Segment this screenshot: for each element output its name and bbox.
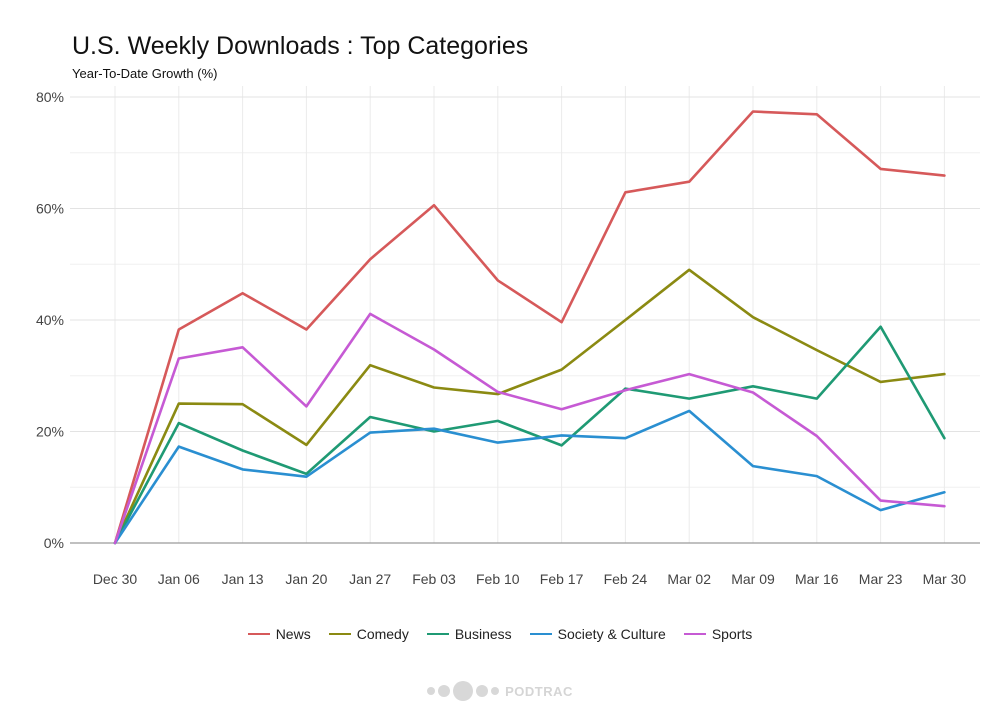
x-tick-label: Mar 02: [667, 571, 711, 587]
x-tick-label: Feb 03: [412, 571, 456, 587]
legend-item: Sports: [683, 626, 753, 642]
x-tick-label: Mar 16: [795, 571, 839, 587]
y-tick-label: 40%: [36, 312, 64, 328]
x-tick-label: Dec 30: [93, 571, 138, 587]
legend-swatch: [683, 633, 706, 635]
logo-dot-icon: [453, 681, 474, 701]
legend-item: Business: [426, 626, 512, 642]
legend-swatch: [247, 633, 270, 635]
chart-title: U.S. Weekly Downloads : Top Categories: [72, 32, 529, 60]
legend-swatch: [328, 633, 351, 635]
legend-label: News: [275, 626, 311, 642]
logo-dot-icon: [438, 685, 451, 697]
series-line-sports: [113, 312, 946, 545]
series-line-business: [113, 325, 946, 545]
series-line-comedy: [113, 268, 946, 545]
chart-legend: News Comedy Business Society & Culture Sport…: [0, 626, 1000, 642]
legend-label: Business: [454, 626, 512, 642]
logo-dot-icon: [427, 687, 436, 695]
y-tick-label: 20%: [36, 424, 64, 440]
x-tick-label: Mar 09: [731, 571, 775, 587]
series-line-news: [113, 110, 946, 545]
legend-swatch: [426, 633, 449, 635]
x-tick-label: Jan 27: [349, 571, 391, 587]
x-tick-label: Mar 23: [859, 571, 903, 587]
chart-subtitle: Year-To-Date Growth (%): [72, 66, 218, 81]
x-tick-label: Jan 06: [158, 571, 200, 587]
y-tick-label: 0%: [44, 535, 64, 551]
x-tick-label: Feb 10: [476, 571, 520, 587]
legend-label: Sports: [711, 626, 753, 642]
legend-item: News: [247, 626, 311, 642]
x-tick-label: Jan 13: [222, 571, 264, 587]
x-tick-label: Jan 20: [285, 571, 327, 587]
y-tick-label: 80%: [36, 89, 64, 105]
logo-dot-icon: [491, 687, 500, 695]
legend-swatch: [529, 633, 552, 635]
y-tick-label: 60%: [36, 201, 64, 217]
x-tick-label: Mar 30: [923, 571, 967, 587]
x-tick-label: Feb 24: [604, 571, 648, 587]
x-tick-label: Feb 17: [540, 571, 584, 587]
legend-item: Society & Culture: [529, 626, 666, 642]
logo-text: PODTRAC: [505, 683, 573, 699]
legend-item: Comedy: [328, 626, 409, 642]
logo-dot-icon: [476, 685, 489, 697]
podtrac-logo: PODTRAC: [0, 681, 1000, 701]
legend-label: Society & Culture: [557, 626, 666, 642]
legend-label: Comedy: [356, 626, 409, 642]
series-line-society-culture: [113, 409, 946, 545]
